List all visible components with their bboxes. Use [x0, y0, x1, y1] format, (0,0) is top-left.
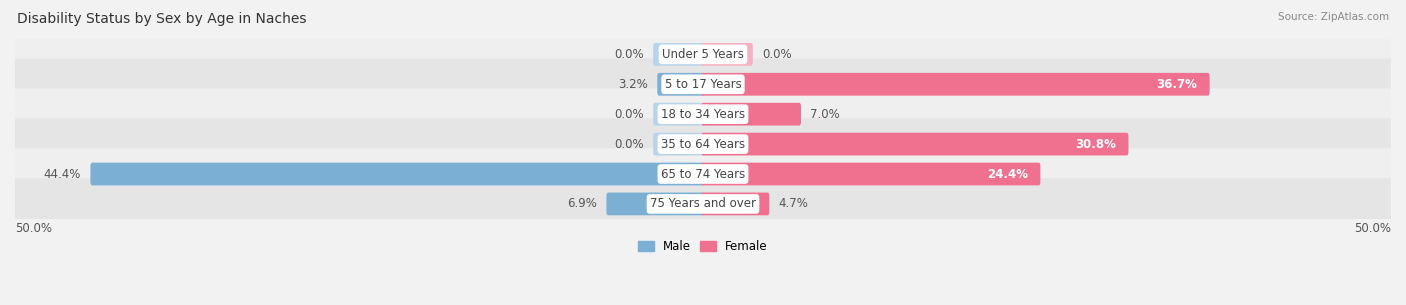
FancyBboxPatch shape [90, 163, 704, 185]
Text: 36.7%: 36.7% [1156, 78, 1197, 91]
Text: 4.7%: 4.7% [779, 197, 808, 210]
FancyBboxPatch shape [10, 178, 1396, 230]
FancyBboxPatch shape [702, 133, 1129, 156]
FancyBboxPatch shape [702, 163, 1040, 185]
FancyBboxPatch shape [702, 43, 752, 66]
Text: 44.4%: 44.4% [44, 167, 82, 181]
Text: 50.0%: 50.0% [1354, 222, 1391, 235]
Text: 0.0%: 0.0% [762, 48, 792, 61]
Text: 30.8%: 30.8% [1076, 138, 1116, 151]
FancyBboxPatch shape [702, 103, 801, 126]
Text: 65 to 74 Years: 65 to 74 Years [661, 167, 745, 181]
FancyBboxPatch shape [654, 103, 704, 126]
Text: Under 5 Years: Under 5 Years [662, 48, 744, 61]
Text: 0.0%: 0.0% [614, 108, 644, 121]
FancyBboxPatch shape [10, 88, 1396, 140]
Text: 5 to 17 Years: 5 to 17 Years [665, 78, 741, 91]
FancyBboxPatch shape [10, 148, 1396, 200]
Legend: Male, Female: Male, Female [634, 235, 772, 258]
Text: 6.9%: 6.9% [567, 197, 598, 210]
Text: 75 Years and over: 75 Years and over [650, 197, 756, 210]
FancyBboxPatch shape [702, 192, 769, 215]
Text: 24.4%: 24.4% [987, 167, 1028, 181]
Text: 50.0%: 50.0% [15, 222, 52, 235]
FancyBboxPatch shape [654, 133, 704, 156]
FancyBboxPatch shape [606, 192, 704, 215]
Text: 18 to 34 Years: 18 to 34 Years [661, 108, 745, 121]
Text: 0.0%: 0.0% [614, 138, 644, 151]
Text: 35 to 64 Years: 35 to 64 Years [661, 138, 745, 151]
FancyBboxPatch shape [10, 118, 1396, 170]
FancyBboxPatch shape [658, 73, 704, 96]
Text: 0.0%: 0.0% [614, 48, 644, 61]
Text: Disability Status by Sex by Age in Naches: Disability Status by Sex by Age in Nache… [17, 12, 307, 26]
FancyBboxPatch shape [654, 43, 704, 66]
FancyBboxPatch shape [10, 59, 1396, 110]
Text: 7.0%: 7.0% [810, 108, 839, 121]
Text: 3.2%: 3.2% [619, 78, 648, 91]
Text: Source: ZipAtlas.com: Source: ZipAtlas.com [1278, 12, 1389, 22]
FancyBboxPatch shape [702, 73, 1209, 96]
FancyBboxPatch shape [10, 29, 1396, 80]
